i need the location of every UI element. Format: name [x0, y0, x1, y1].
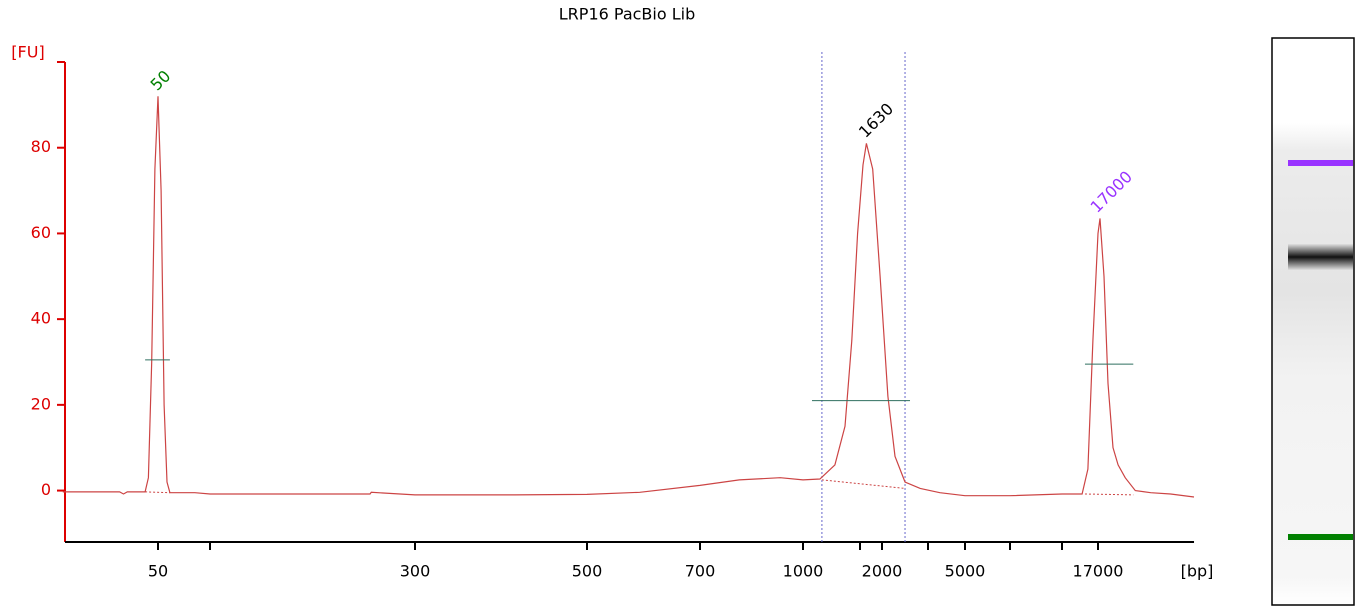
y-tick-label: 80	[31, 137, 51, 156]
x-tick-label: 17000	[1073, 562, 1124, 581]
y-tick-label: 40	[31, 309, 51, 328]
peak-label: 50	[147, 66, 175, 94]
gel-band-upper	[1288, 160, 1353, 166]
peak-baseline	[145, 491, 170, 494]
x-tick-label: 2000	[862, 562, 903, 581]
x-tick-label: 1000	[783, 562, 824, 581]
gel-band-lower	[1288, 534, 1353, 540]
gel-lane	[1271, 37, 1355, 606]
peak-baseline	[1084, 493, 1134, 496]
y-tick-label: 20	[31, 394, 51, 413]
gel-band-sample	[1288, 244, 1353, 270]
peak-label: 17000	[1087, 167, 1136, 216]
y-tick-label: 0	[41, 480, 51, 499]
x-axis-label: [bp]	[1181, 562, 1214, 581]
y-tick-label: 60	[31, 223, 51, 242]
trace	[62, 96, 1195, 498]
gel-frame	[1271, 37, 1355, 606]
x-tick-label: 5000	[945, 562, 986, 581]
x-tick-label: 500	[572, 562, 603, 581]
peak-label: 1630	[855, 99, 897, 141]
peak-baseline	[821, 479, 906, 489]
x-tick-label: 50	[148, 562, 168, 581]
y-axis-label: [FU]	[11, 43, 44, 62]
chart-title: LRP16 PacBio Lib	[559, 5, 695, 24]
x-tick-label: 700	[685, 562, 716, 581]
x-tick-label: 300	[400, 562, 431, 581]
